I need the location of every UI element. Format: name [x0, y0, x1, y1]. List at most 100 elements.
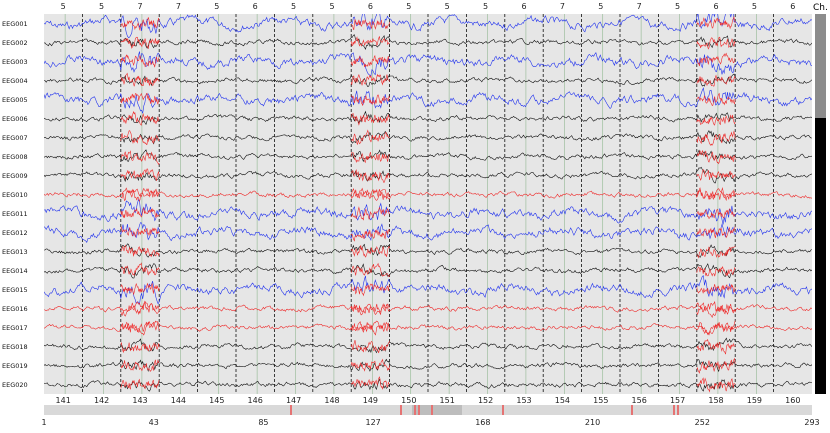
bad-epoch-trace[interactable] [696, 52, 736, 67]
channel-label[interactable]: EEG012 [2, 228, 28, 237]
bad-epoch-trace[interactable] [120, 187, 160, 202]
bad-epoch-trace[interactable] [120, 92, 160, 105]
bad-epoch-trace[interactable] [696, 208, 736, 220]
bad-epoch-marker[interactable] [673, 405, 675, 415]
channel-trace[interactable] [44, 110, 812, 126]
channel-scrollbar-thumb[interactable] [815, 14, 826, 118]
bad-epoch-trace[interactable] [350, 112, 390, 126]
bad-epoch-trace[interactable] [351, 94, 390, 106]
channel-trace[interactable] [44, 263, 812, 279]
bad-epoch-trace[interactable] [696, 377, 736, 393]
bad-epoch-trace[interactable] [696, 149, 736, 165]
bad-epoch-trace[interactable] [350, 376, 390, 390]
bad-epoch-trace[interactable] [696, 36, 736, 50]
bad-epoch-trace[interactable] [696, 265, 736, 277]
channel-trace[interactable] [44, 378, 812, 392]
bad-epoch-trace[interactable] [120, 244, 160, 258]
bad-epoch-trace[interactable] [350, 73, 390, 86]
bad-epoch-trace[interactable] [696, 168, 736, 181]
channel-trace[interactable] [44, 51, 812, 77]
bad-epoch-trace[interactable] [120, 130, 160, 145]
channel-trace[interactable] [44, 34, 812, 51]
bad-epoch-trace[interactable] [696, 301, 736, 316]
bad-epoch-trace[interactable] [350, 36, 390, 47]
time-scrollbar[interactable] [44, 405, 812, 415]
bad-epoch-trace[interactable] [696, 130, 736, 147]
bad-epoch-marker[interactable] [414, 405, 416, 415]
bad-epoch-trace[interactable] [120, 262, 160, 277]
channel-trace[interactable] [44, 337, 812, 354]
bad-epoch-trace[interactable] [120, 36, 160, 49]
channel-label[interactable]: EEG016 [2, 304, 28, 313]
bad-epoch-trace[interactable] [350, 358, 390, 372]
bad-epoch-trace[interactable] [696, 338, 736, 355]
channel-label[interactable]: EEG009 [2, 171, 28, 180]
channel-label[interactable]: EEG007 [2, 133, 28, 142]
channel-trace[interactable] [44, 187, 812, 201]
bad-epoch-marker[interactable] [677, 405, 679, 415]
bad-epoch-trace[interactable] [120, 72, 160, 87]
bad-epoch-trace[interactable] [350, 262, 390, 277]
channel-label[interactable]: EEG020 [2, 380, 28, 389]
bad-epoch-trace[interactable] [350, 303, 390, 316]
channel-trace[interactable] [44, 166, 812, 184]
bad-epoch-trace[interactable] [120, 342, 160, 353]
channel-trace[interactable] [44, 199, 812, 225]
bad-epoch-marker[interactable] [431, 405, 433, 415]
bad-epoch-trace[interactable] [350, 206, 390, 221]
bad-epoch-marker[interactable] [631, 405, 633, 415]
bad-epoch-trace[interactable] [696, 16, 736, 30]
bad-epoch-marker[interactable] [290, 405, 292, 415]
bad-epoch-trace[interactable] [350, 18, 390, 31]
bad-epoch-trace[interactable] [350, 283, 390, 297]
channel-label[interactable]: EEG010 [2, 190, 28, 199]
bad-epoch-trace[interactable] [120, 168, 160, 181]
bad-epoch-trace[interactable] [350, 151, 390, 164]
bad-epoch-trace[interactable] [350, 245, 390, 258]
channel-trace[interactable] [44, 73, 812, 87]
channel-trace[interactable] [44, 222, 812, 243]
channel-trace[interactable] [44, 87, 812, 114]
channel-label[interactable]: EEG017 [2, 323, 28, 332]
bad-epoch-trace[interactable] [696, 114, 736, 126]
time-scrollbar-view[interactable] [412, 405, 462, 415]
channel-label[interactable]: EEG015 [2, 285, 28, 294]
bad-epoch-trace[interactable] [120, 359, 160, 373]
bad-epoch-trace[interactable] [120, 206, 160, 218]
bad-epoch-trace[interactable] [696, 357, 736, 374]
channel-label[interactable]: EEG005 [2, 95, 28, 104]
bad-epoch-trace[interactable] [350, 340, 390, 354]
channel-trace[interactable] [44, 275, 812, 306]
bad-epoch-marker[interactable] [418, 405, 420, 415]
bad-epoch-trace[interactable] [696, 246, 736, 259]
channel-label[interactable]: EEG013 [2, 247, 28, 256]
channel-label[interactable]: EEG002 [2, 38, 28, 47]
traces-plot[interactable] [44, 14, 812, 394]
bad-epoch-trace[interactable] [120, 150, 160, 166]
channel-label[interactable]: EEG014 [2, 266, 28, 275]
channel-label[interactable]: EEG003 [2, 57, 28, 66]
channel-label[interactable]: EEG018 [2, 342, 28, 351]
channel-label[interactable]: EEG001 [2, 19, 28, 28]
bad-epoch-trace[interactable] [120, 282, 160, 296]
bad-epoch-trace[interactable] [350, 228, 390, 242]
bad-epoch-trace[interactable] [696, 74, 736, 87]
channel-label[interactable]: EEG008 [2, 152, 28, 161]
channel-label[interactable]: EEG019 [2, 361, 28, 370]
bad-epoch-trace[interactable] [120, 17, 160, 32]
bad-epoch-trace[interactable] [350, 188, 390, 200]
bad-epoch-marker[interactable] [502, 405, 504, 415]
bad-epoch-trace[interactable] [120, 302, 160, 317]
traces-canvas[interactable] [44, 14, 812, 394]
channel-trace[interactable] [44, 300, 812, 319]
bad-epoch-marker[interactable] [400, 405, 402, 415]
channel-trace[interactable] [44, 243, 812, 258]
bad-epoch-trace[interactable] [120, 54, 160, 68]
bad-epoch-trace[interactable] [696, 284, 736, 295]
bad-epoch-trace[interactable] [696, 92, 736, 107]
channel-label[interactable]: EEG011 [2, 209, 28, 218]
channel-label[interactable]: EEG004 [2, 76, 28, 85]
bad-epoch-trace[interactable] [350, 321, 390, 336]
bad-epoch-trace[interactable] [120, 225, 160, 238]
channel-trace[interactable] [44, 358, 812, 373]
